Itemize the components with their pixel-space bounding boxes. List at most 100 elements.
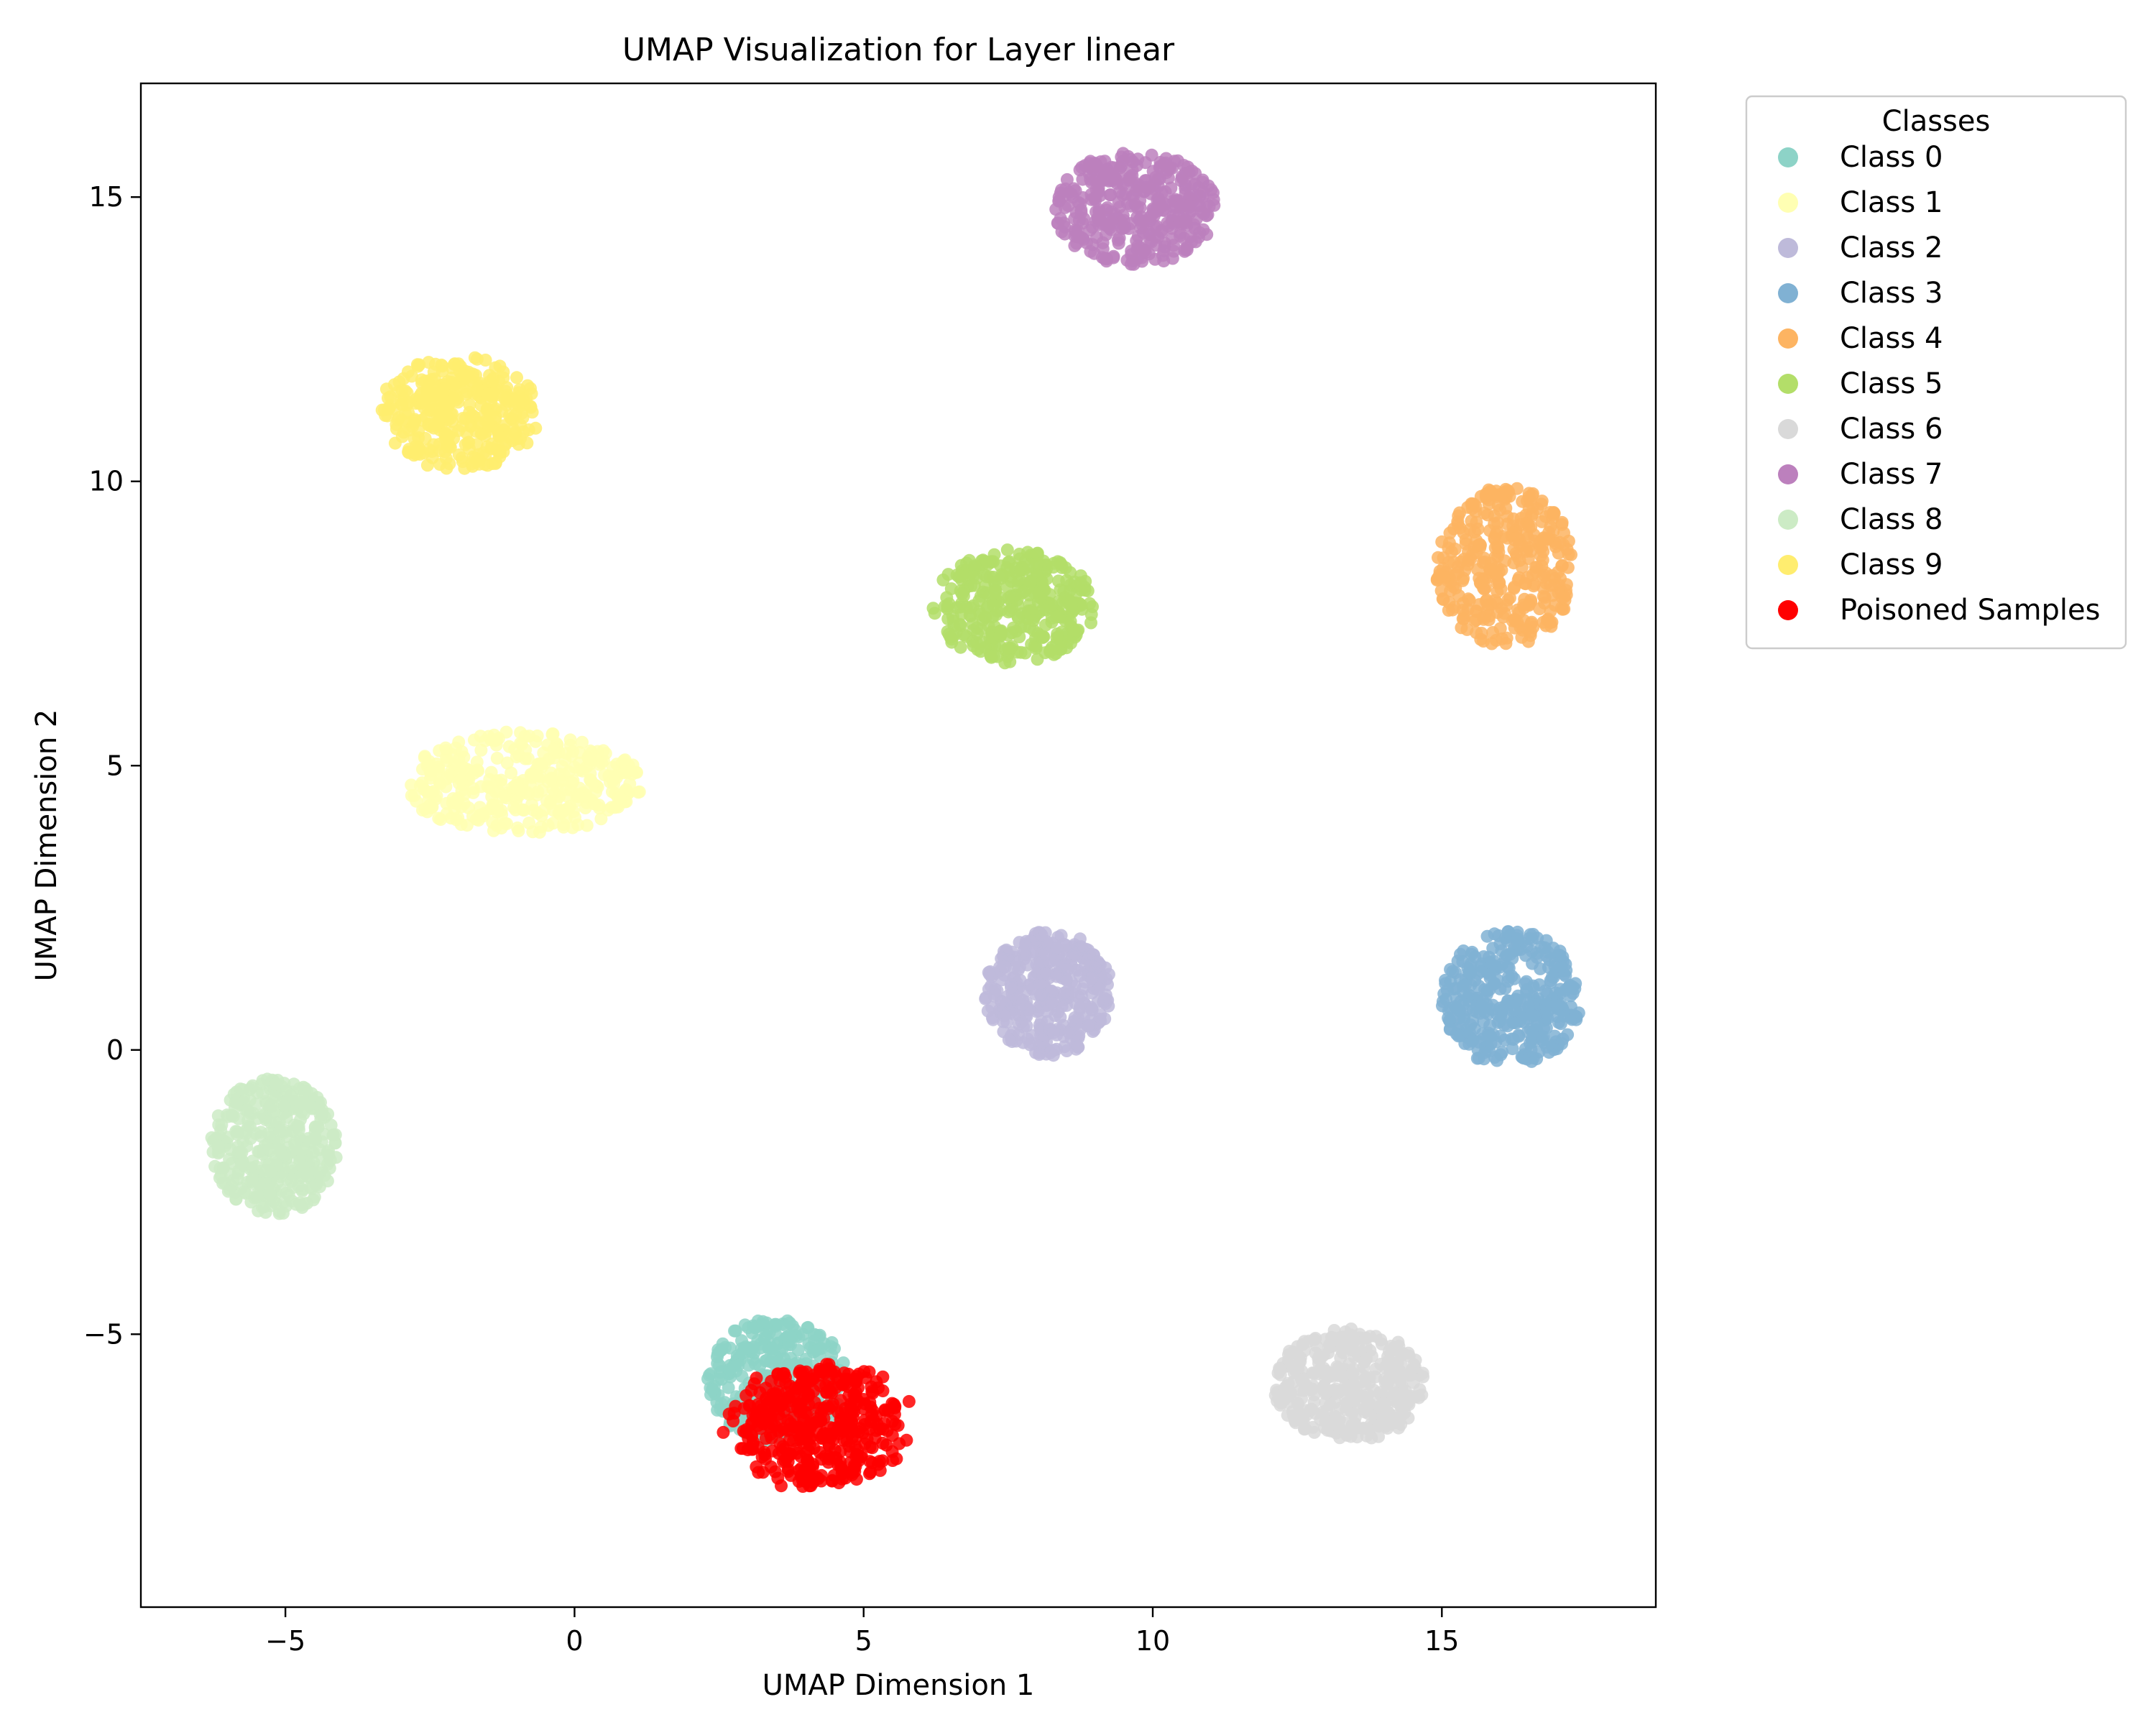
data-point xyxy=(978,640,992,654)
legend-label: Poisoned Samples xyxy=(1840,594,2100,627)
legend-label: Class 9 xyxy=(1840,548,1943,581)
data-point xyxy=(793,1405,806,1419)
data-point xyxy=(559,747,573,760)
data-point xyxy=(1501,994,1515,1008)
data-point xyxy=(1437,571,1451,585)
data-point xyxy=(973,607,987,621)
data-point xyxy=(1451,566,1465,579)
data-point xyxy=(946,610,959,623)
data-point xyxy=(310,1090,324,1104)
data-point xyxy=(732,1358,745,1372)
data-point xyxy=(1268,1389,1282,1402)
data-point xyxy=(236,1083,249,1096)
data-point xyxy=(1054,929,1068,942)
data-point xyxy=(440,754,453,768)
data-point xyxy=(1432,551,1445,564)
x-tick-label: −5 xyxy=(265,1625,305,1657)
data-point xyxy=(990,984,1004,998)
data-point xyxy=(448,357,461,371)
data-point xyxy=(1084,1000,1097,1014)
data-point xyxy=(518,730,532,743)
legend-label: Class 1 xyxy=(1840,186,1943,219)
data-point xyxy=(717,1425,730,1439)
data-point xyxy=(632,786,645,799)
data-point xyxy=(1060,574,1074,587)
data-point xyxy=(1148,252,1162,266)
data-point xyxy=(1189,167,1202,180)
legend-marker xyxy=(1778,510,1798,530)
data-point xyxy=(1069,1038,1083,1052)
data-point xyxy=(543,796,557,810)
data-point xyxy=(977,568,991,581)
data-point xyxy=(466,371,479,385)
data-point xyxy=(1060,1044,1074,1057)
data-point xyxy=(1465,947,1478,961)
data-point xyxy=(1354,1375,1368,1389)
data-point xyxy=(585,778,599,792)
data-point xyxy=(844,1414,858,1428)
data-point xyxy=(1336,1369,1350,1383)
data-point xyxy=(981,558,995,571)
data-point xyxy=(1043,588,1056,602)
data-point xyxy=(741,1443,755,1457)
data-point xyxy=(231,1125,244,1138)
data-point xyxy=(529,421,543,435)
data-point xyxy=(458,461,471,475)
data-point xyxy=(1021,958,1034,972)
data-point xyxy=(382,391,395,405)
data-point xyxy=(1064,599,1078,613)
data-point xyxy=(1442,556,1455,569)
data-point xyxy=(814,1414,828,1427)
data-point xyxy=(267,1090,281,1104)
data-point xyxy=(839,1377,852,1391)
data-point xyxy=(1197,207,1210,221)
data-point xyxy=(1200,228,1214,242)
data-point xyxy=(1448,542,1462,556)
data-point xyxy=(522,816,536,829)
data-point xyxy=(422,418,436,431)
data-point xyxy=(382,402,395,416)
data-point xyxy=(257,1200,271,1214)
data-point xyxy=(1506,1042,1519,1056)
data-point xyxy=(1319,1386,1332,1400)
data-point xyxy=(433,777,447,791)
data-point xyxy=(963,608,977,622)
data-point xyxy=(1081,584,1095,598)
data-point xyxy=(1050,970,1064,983)
data-point xyxy=(1404,1368,1417,1382)
series-class-6 xyxy=(1268,1322,1430,1445)
legend-marker xyxy=(1778,555,1798,575)
data-point xyxy=(1545,615,1559,629)
data-point xyxy=(1054,1011,1067,1024)
data-point xyxy=(470,755,484,769)
data-point xyxy=(1510,482,1524,495)
data-point xyxy=(438,428,451,441)
data-point xyxy=(463,405,476,419)
data-point xyxy=(1562,548,1575,561)
x-tick-label: 10 xyxy=(1135,1625,1170,1657)
data-point xyxy=(583,753,596,766)
legend-marker xyxy=(1778,464,1798,484)
data-point xyxy=(546,782,560,796)
data-point xyxy=(466,450,480,464)
data-point xyxy=(1052,194,1066,208)
data-point xyxy=(1457,526,1470,540)
data-point xyxy=(1160,166,1174,180)
data-point xyxy=(1483,562,1497,576)
data-point xyxy=(413,389,427,402)
data-point xyxy=(1488,927,1501,941)
data-point xyxy=(626,758,640,772)
data-point xyxy=(1153,155,1167,169)
data-point xyxy=(436,359,449,373)
data-point xyxy=(1149,239,1163,252)
data-point xyxy=(1537,589,1550,603)
data-point xyxy=(1519,949,1532,962)
data-point xyxy=(1038,926,1052,939)
data-point xyxy=(1058,220,1072,234)
data-point xyxy=(613,791,627,804)
data-point xyxy=(1116,188,1129,202)
data-point xyxy=(1038,618,1052,632)
y-axis-label: UMAP Dimension 2 xyxy=(30,709,63,982)
data-point xyxy=(1023,575,1037,589)
